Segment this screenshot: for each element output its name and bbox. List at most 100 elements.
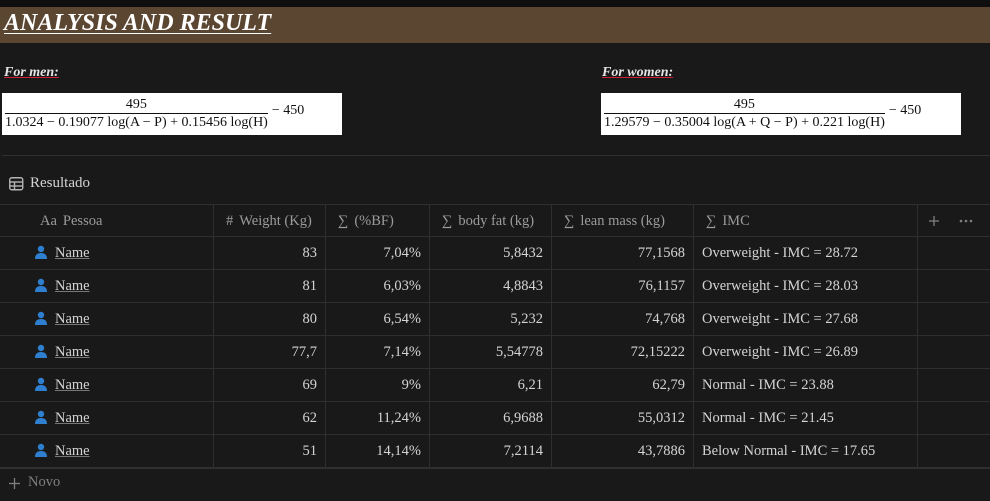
column-label: Weight (Kg) [239, 213, 312, 229]
cell-value: 11,24% [376, 410, 421, 426]
table-cell: Overweight - IMC = 28.72 [694, 237, 918, 270]
formula-label: For men: [4, 65, 59, 80]
column-label: (%BF) [354, 213, 394, 229]
table-cell: 9% [326, 369, 430, 402]
table-cell: 4,8843 [430, 270, 552, 303]
cell-value: 62 [302, 410, 318, 426]
top-bar [0, 0, 990, 7]
column-header: ∑ body fat (kg) [430, 204, 552, 237]
cell-value: 5,54778 [495, 344, 543, 360]
table-cell: 5,8432 [430, 237, 552, 270]
cell-value: 81 [302, 278, 318, 294]
new-row[interactable]: Novo [28, 474, 61, 490]
table-cell: 62 [214, 402, 326, 435]
numerator: 495 [733, 96, 755, 112]
fraction: 495 1.0324 − 0.19077 log(A − P) + 0.1545… [2, 97, 268, 132]
person-icon [35, 344, 47, 358]
table-title[interactable]: Resultado [30, 175, 90, 191]
cell-value: 4,8843 [503, 278, 543, 294]
row-filler [918, 270, 990, 303]
cell-value: Overweight - IMC = 28.03 [702, 278, 858, 294]
row-filler [918, 369, 990, 402]
page-title: ANALYSIS AND RESULT [4, 10, 272, 36]
table-cell: 6,54% [326, 303, 430, 336]
cell-value: 6,54% [383, 311, 421, 327]
cell-value: 43,7886 [637, 443, 685, 459]
table-cell: 80 [214, 303, 326, 336]
table-cell: 76,1157 [552, 270, 694, 303]
column-icon: ∑ [564, 213, 575, 229]
formula-box: 495 1.0324 − 0.19077 log(A − P) + 0.1545… [2, 93, 342, 135]
table-cell: 7,04% [326, 237, 430, 270]
table-cell: Normal - IMC = 21.45 [694, 402, 918, 435]
table-cell: Overweight - IMC = 26.89 [694, 336, 918, 369]
cell-value: 76,1157 [638, 278, 685, 294]
cell-value: 7,14% [383, 344, 421, 360]
table-cell: Normal - IMC = 23.88 [694, 369, 918, 402]
header-actions [918, 204, 990, 237]
person-name[interactable]: Name [55, 410, 90, 426]
person-name[interactable]: Name [55, 344, 90, 360]
person-name[interactable]: Name [55, 377, 90, 393]
cell-value: 72,15222 [630, 344, 685, 360]
column-header: # Weight (Kg) [214, 204, 326, 237]
cell-value: 5,8432 [503, 245, 543, 261]
table-cell: 77,7 [214, 336, 326, 369]
table-cell: Name [0, 402, 214, 435]
table-cell: 62,79 [552, 369, 694, 402]
divider [2, 155, 990, 156]
denominator: 1.0324 − 0.19077 log(A − P) + 0.15456 lo… [5, 112, 268, 130]
table-cell: 83 [214, 237, 326, 270]
cell-value: 83 [302, 245, 318, 261]
person-icon [35, 377, 47, 391]
row-filler [918, 435, 990, 468]
formula-tail: − 450 [271, 103, 305, 118]
table-cell: Name [0, 369, 214, 402]
person-icon [35, 278, 47, 292]
cell-value: Normal - IMC = 21.45 [702, 410, 834, 426]
table-cell: 7,2114 [430, 435, 552, 468]
row-filler [918, 336, 990, 369]
person-icon [35, 311, 47, 325]
cell-value: 14,14% [376, 443, 421, 459]
person-name[interactable]: Name [55, 443, 90, 459]
column-icon: ∑ [442, 213, 453, 229]
table-cell: 6,9688 [430, 402, 552, 435]
numerator: 495 [125, 96, 147, 112]
cell-value: Below Normal - IMC = 17.65 [702, 443, 876, 459]
cell-value: 6,9688 [503, 410, 543, 426]
column-label: lean mass (kg) [580, 213, 665, 229]
table-cell: Name [0, 336, 214, 369]
table-cell: Overweight - IMC = 28.03 [694, 270, 918, 303]
cell-value: 69 [302, 377, 318, 393]
more-dot[interactable] [969, 219, 973, 223]
table-cell: 77,1568 [552, 237, 694, 270]
column-header: ∑ lean mass (kg) [552, 204, 694, 237]
more-dot[interactable] [959, 219, 963, 223]
more-dot[interactable] [964, 219, 968, 223]
cell-value: 74,768 [645, 311, 685, 327]
cell-value: 9% [401, 377, 421, 393]
table-cell: 5,232 [430, 303, 552, 336]
column-header: ∑ IMC [694, 204, 918, 237]
person-name[interactable]: Name [55, 245, 90, 261]
table-cell: 5,54778 [430, 336, 552, 369]
cell-value: 62,79 [652, 377, 685, 393]
person-name[interactable]: Name [55, 311, 90, 327]
cell-value: 6,21 [517, 377, 543, 393]
table-cell: 14,14% [326, 435, 430, 468]
table-cell: 51 [214, 435, 326, 468]
table-cell: Overweight - IMC = 27.68 [694, 303, 918, 336]
table-icon [9, 177, 24, 191]
cell-value: 7,2114 [503, 443, 543, 459]
new-row-icon[interactable] [8, 477, 21, 490]
new-row-border [0, 468, 990, 469]
person-name[interactable]: Name [55, 278, 90, 294]
column-header: ∑ (%BF) [326, 204, 430, 237]
row-filler [918, 402, 990, 435]
person-icon [35, 245, 47, 259]
row-filler [918, 237, 990, 270]
table-cell: 69 [214, 369, 326, 402]
table-cell: 72,15222 [552, 336, 694, 369]
